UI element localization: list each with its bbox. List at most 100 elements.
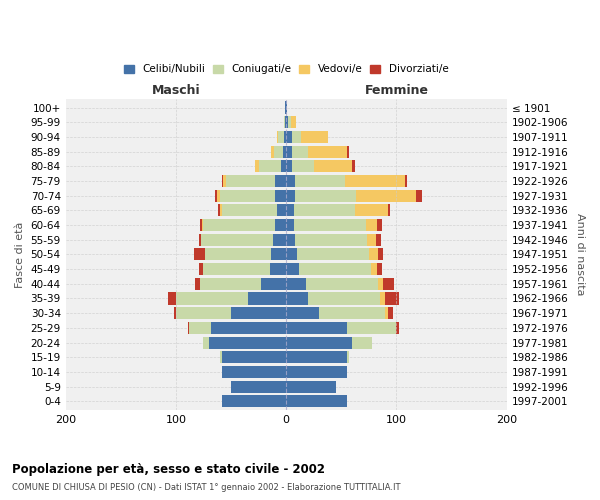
- Bar: [194, 248, 205, 260]
- Bar: [286, 219, 294, 231]
- Bar: [176, 307, 231, 319]
- Bar: [367, 234, 376, 245]
- Bar: [211, 322, 286, 334]
- Bar: [222, 204, 277, 216]
- Bar: [388, 307, 393, 319]
- Bar: [199, 263, 203, 275]
- Bar: [365, 219, 377, 231]
- Bar: [308, 292, 380, 304]
- Bar: [306, 278, 378, 290]
- Bar: [202, 219, 203, 231]
- Bar: [352, 160, 355, 172]
- Y-axis label: Anni di nascita: Anni di nascita: [575, 213, 585, 296]
- Text: Femmine: Femmine: [364, 84, 428, 97]
- Bar: [286, 248, 297, 260]
- Bar: [194, 278, 200, 290]
- Bar: [286, 380, 336, 392]
- Bar: [203, 219, 275, 231]
- Bar: [284, 116, 285, 128]
- Bar: [176, 292, 248, 304]
- Bar: [274, 146, 283, 158]
- Bar: [220, 190, 275, 202]
- Bar: [299, 263, 371, 275]
- Bar: [188, 322, 189, 334]
- Bar: [286, 292, 308, 304]
- Bar: [297, 248, 369, 260]
- Bar: [248, 292, 286, 304]
- Bar: [222, 351, 286, 364]
- Bar: [294, 204, 355, 216]
- Bar: [261, 278, 286, 290]
- Bar: [286, 190, 295, 202]
- Bar: [286, 234, 295, 245]
- Bar: [271, 146, 274, 158]
- Y-axis label: Fasce di età: Fasce di età: [15, 221, 25, 288]
- Bar: [286, 278, 306, 290]
- Bar: [388, 204, 390, 216]
- Bar: [286, 160, 292, 172]
- Bar: [223, 175, 226, 187]
- Bar: [385, 292, 398, 304]
- Bar: [286, 102, 287, 114]
- Bar: [301, 131, 328, 143]
- Bar: [295, 234, 367, 245]
- Bar: [378, 278, 383, 290]
- Bar: [376, 234, 381, 245]
- Bar: [319, 307, 385, 319]
- Bar: [383, 278, 394, 290]
- Bar: [377, 219, 382, 231]
- Bar: [217, 190, 220, 202]
- Bar: [286, 263, 299, 275]
- Bar: [286, 116, 289, 128]
- Bar: [286, 351, 347, 364]
- Bar: [231, 380, 286, 392]
- Bar: [308, 146, 347, 158]
- Bar: [397, 322, 398, 334]
- Bar: [215, 190, 217, 202]
- Bar: [271, 248, 286, 260]
- Bar: [222, 366, 286, 378]
- Text: Popolazione per età, sesso e stato civile - 2002: Popolazione per età, sesso e stato civil…: [12, 462, 325, 475]
- Bar: [226, 175, 275, 187]
- Bar: [277, 131, 278, 143]
- Bar: [292, 131, 301, 143]
- Bar: [275, 175, 286, 187]
- Bar: [269, 263, 286, 275]
- Bar: [385, 307, 388, 319]
- Legend: Celibi/Nubili, Coniugati/e, Vedovi/e, Divorziati/e: Celibi/Nubili, Coniugati/e, Vedovi/e, Di…: [120, 60, 452, 78]
- Bar: [286, 366, 347, 378]
- Bar: [286, 336, 352, 348]
- Bar: [168, 292, 176, 304]
- Bar: [275, 219, 286, 231]
- Bar: [352, 336, 372, 348]
- Bar: [281, 160, 286, 172]
- Bar: [347, 322, 397, 334]
- Bar: [277, 204, 286, 216]
- Bar: [355, 204, 388, 216]
- Bar: [200, 219, 202, 231]
- Bar: [231, 307, 286, 319]
- Bar: [275, 190, 286, 202]
- Bar: [286, 204, 294, 216]
- Bar: [273, 234, 286, 245]
- Bar: [344, 175, 405, 187]
- Bar: [285, 102, 286, 114]
- Bar: [286, 322, 347, 334]
- Bar: [369, 248, 378, 260]
- Bar: [286, 175, 295, 187]
- Bar: [314, 160, 352, 172]
- Bar: [199, 234, 201, 245]
- Bar: [294, 219, 365, 231]
- Bar: [218, 204, 220, 216]
- Bar: [259, 160, 281, 172]
- Bar: [189, 322, 211, 334]
- Bar: [347, 351, 349, 364]
- Bar: [201, 234, 273, 245]
- Bar: [222, 175, 223, 187]
- Bar: [285, 116, 286, 128]
- Bar: [283, 146, 286, 158]
- Bar: [290, 116, 296, 128]
- Bar: [356, 190, 416, 202]
- Bar: [416, 190, 422, 202]
- Bar: [377, 263, 382, 275]
